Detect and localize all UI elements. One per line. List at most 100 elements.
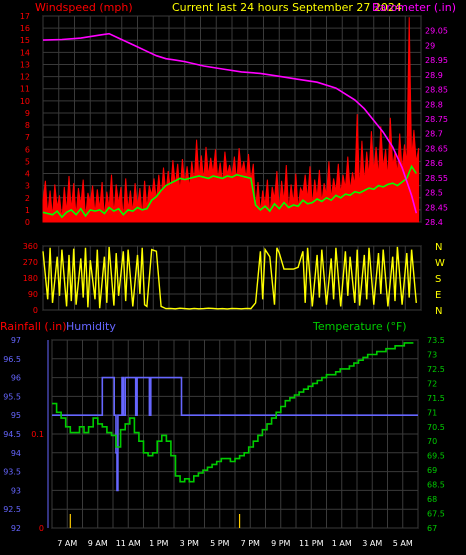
barometer-title: Barometer (.in): [372, 1, 456, 14]
baro-tick-label: 28.4: [425, 218, 443, 227]
temp-tick-label: 67.5: [427, 510, 445, 519]
temp-tick-label: 71.5: [427, 394, 445, 403]
dir-tick-label: 90: [28, 290, 38, 299]
baro-tick-label: 28.9: [425, 71, 443, 80]
compass-label: N: [435, 242, 442, 253]
x-tick-label: 11 PM: [299, 229, 324, 230]
x-tick-label: 11 PM: [299, 539, 324, 548]
temp-tick-label: 67: [427, 524, 437, 533]
humidity-tick-label: 96: [11, 374, 21, 383]
temperature-title: Temperature (°F): [312, 320, 407, 333]
x-tick-label: 5 PM: [207, 229, 226, 230]
baro-tick-label: 28.7: [425, 130, 443, 139]
temp-tick-label: 69.5: [427, 452, 445, 461]
wind-tick-label: 4: [25, 170, 30, 179]
barometer-series: [42, 32, 418, 214]
x-tick-label: 11 AM: [116, 539, 141, 548]
x-tick-label: 9 AM: [80, 229, 100, 230]
humidity-tick-label: 94: [11, 449, 21, 458]
wind-tick-label: 8: [25, 121, 30, 130]
humidity-tick-label: 92: [11, 524, 21, 533]
wind-tick-label: 13: [20, 60, 30, 69]
x-tick-label: 1 PM: [149, 539, 168, 548]
temp-tick-label: 70: [427, 437, 437, 446]
temp-tick-label: 72.5: [427, 365, 445, 374]
baro-tick-label: 29.05: [425, 27, 448, 36]
baro-tick-label: 28.8: [425, 100, 443, 109]
humidity-tick-label: 96.5: [3, 355, 21, 364]
temp-tick-label: 73.5: [427, 336, 445, 345]
wind-tick-label: 3: [25, 182, 30, 191]
temp-tick-label: 70.5: [427, 423, 445, 432]
wind-tick-label: 1: [25, 206, 30, 215]
x-tick-label: 1 PM: [144, 229, 163, 230]
chart-title: Current last 24 hours September 27 2024: [172, 1, 402, 14]
wind-barometer-chart: Windspeed (mph) Current last 24 hours Se…: [20, 1, 456, 230]
baro-tick-label: 28.75: [425, 115, 448, 124]
x-tick-label: 3 AM: [362, 539, 382, 548]
wind-title: Windspeed (mph): [35, 1, 133, 14]
baro-tick-label: 28.65: [425, 144, 448, 153]
x-tick-label: 5 AM: [393, 539, 413, 548]
x-tick-label: 7 PM: [241, 539, 260, 548]
baro-tick-label: 28.95: [425, 56, 448, 65]
baro-tick-label: 29: [425, 41, 435, 50]
x-tick-label: 7 AM: [57, 539, 77, 548]
baro-tick-label: 28.6: [425, 159, 443, 168]
baro-tick-label: 28.45: [425, 203, 448, 212]
temp-tick-label: 69: [427, 466, 437, 475]
baro-tick-label: 28.55: [425, 174, 448, 183]
x-tick-label: 3 PM: [175, 229, 194, 230]
humidity-title: Humidity: [66, 320, 116, 333]
x-tick-label: 9 PM: [270, 229, 289, 230]
x-tick-label: 7 PM: [238, 229, 257, 230]
humidity-tick-label: 93: [11, 486, 21, 495]
wind-tick-label: 5: [25, 157, 30, 166]
x-tick-label: 5 PM: [210, 539, 229, 548]
rainfall-title: Rainfall (.in): [0, 320, 67, 333]
temp-tick-label: 68: [427, 495, 437, 504]
wind-tick-label: 6: [25, 145, 30, 154]
x-tick-label: 7 AM: [49, 229, 69, 230]
wind-tick-label: 15: [20, 36, 30, 45]
x-tick-label: 3 PM: [180, 539, 199, 548]
compass-label: W: [435, 258, 445, 269]
x-tick-label: 1 AM: [332, 229, 352, 230]
humidity-tick-label: 95: [11, 411, 21, 420]
compass-label: S: [435, 274, 441, 285]
x-tick-label: 9 PM: [271, 539, 290, 548]
humidity-series: [52, 376, 418, 492]
baro-tick-label: 28.5: [425, 189, 443, 198]
wind-tick-label: 12: [20, 73, 30, 82]
humidity-tick-label: 95.5: [3, 392, 21, 401]
humidity-tick-label: 94.5: [3, 430, 21, 439]
x-tick-label: 5 AM: [395, 229, 415, 230]
wind-direction-series: [42, 246, 417, 310]
humidity-tick-label: 97: [11, 336, 21, 345]
humidity-tick-label: 92.5: [3, 505, 21, 514]
dir-tick-label: 270: [23, 258, 38, 267]
wind-tick-label: 14: [20, 48, 30, 57]
baro-tick-label: 28.85: [425, 86, 448, 95]
wind-tick-label: 17: [20, 12, 30, 21]
temp-tick-label: 71: [427, 408, 437, 417]
wind-tick-label: 2: [25, 194, 30, 203]
dir-tick-label: 180: [23, 274, 38, 283]
x-tick-label: 1 AM: [332, 539, 352, 548]
wind-tick-label: 0: [25, 218, 30, 227]
wind-tick-label: 16: [20, 24, 30, 33]
x-tick-label: 11 AM: [109, 229, 134, 230]
rain-tick-label: 0: [39, 524, 44, 533]
temp-tick-label: 72: [427, 379, 437, 388]
wind-tick-label: 7: [25, 133, 30, 142]
compass-label: N: [435, 306, 442, 317]
humidity-tick-label: 93.5: [3, 468, 21, 477]
wind-tick-label: 10: [20, 97, 30, 106]
temp-tick-label: 68.5: [427, 481, 445, 490]
x-tick-label: 3 AM: [364, 229, 384, 230]
temp-tick-label: 73: [427, 350, 437, 359]
wind-tick-label: 9: [25, 109, 30, 118]
